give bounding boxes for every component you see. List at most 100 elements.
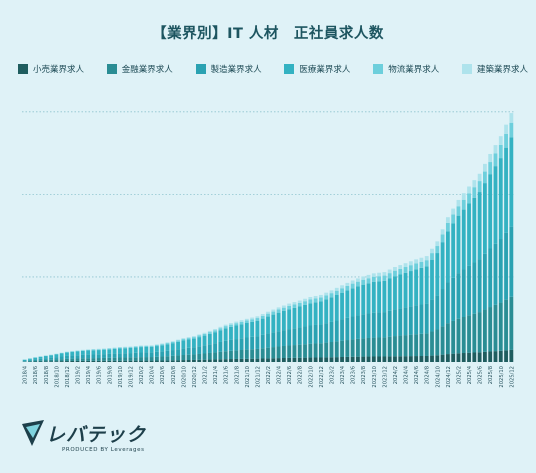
legend-label: 医療業界求人: [299, 65, 351, 75]
logo-wordmark: レバテック: [46, 424, 147, 446]
bar-segment: [308, 325, 313, 344]
x-tick-label: 2018/12: [65, 366, 71, 388]
bar-segment: [456, 318, 461, 354]
bar-segment: [440, 242, 445, 290]
bar-segment: [287, 329, 292, 346]
bar-segment: [424, 260, 429, 267]
bar-segment: [456, 353, 461, 362]
bar-segment: [117, 360, 122, 362]
bar-segment: [366, 278, 371, 284]
bar-segment: [218, 341, 223, 352]
bar-segment: [356, 356, 360, 362]
bar-segment: [477, 181, 482, 193]
bar-segment: [488, 162, 493, 175]
bar-segment: [345, 356, 350, 362]
bar-segment: [75, 355, 80, 359]
bar-segment: [155, 345, 159, 347]
bar-segment: [43, 361, 48, 362]
x-tick-label: 2019/2: [76, 366, 82, 384]
x-tick-label: 2019/4: [86, 365, 92, 384]
bar-segment: [250, 336, 255, 350]
bar-segment: [340, 357, 344, 362]
bar-segment: [456, 215, 461, 274]
bar-segment: [276, 312, 281, 332]
bar-segment: [43, 356, 48, 359]
bar-segment: [292, 304, 297, 308]
bar-segment: [192, 337, 196, 339]
bar-segment: [144, 346, 149, 353]
bar-segment: [366, 283, 371, 314]
bar-segment: [483, 309, 487, 352]
bar-segment: [218, 330, 223, 342]
bar-segment: [244, 318, 249, 321]
bar-segment: [255, 316, 260, 319]
bar-segment: [477, 259, 482, 313]
bar-segment: [303, 344, 307, 358]
bar-segment: [324, 342, 329, 358]
bar-segment: [509, 122, 514, 138]
x-tick-label: 2025/2: [456, 366, 462, 384]
bar-segment: [112, 347, 117, 349]
bar-segment: [96, 348, 101, 350]
bar-segment: [49, 361, 53, 362]
bar-segment: [223, 324, 228, 327]
x-tick-label: 2025/12: [509, 366, 515, 388]
bar-segment: [451, 353, 456, 362]
bar-segment: [419, 333, 424, 357]
x-tick-label: 2021/8: [234, 366, 240, 384]
bar-segment: [504, 232, 508, 300]
bar-segment: [176, 349, 180, 356]
bar-segment: [260, 358, 265, 362]
bar-segment: [117, 347, 122, 349]
bar-segment: [271, 309, 276, 312]
bar-segment: [117, 347, 122, 348]
bar-segment: [266, 311, 270, 314]
bar-segment: [155, 346, 159, 352]
bar-segment: [149, 346, 154, 353]
bar-segment: [218, 351, 223, 360]
bar-segment: [382, 337, 387, 357]
bar-segment: [467, 193, 471, 204]
bar-segment: [43, 359, 48, 362]
bar-segment: [86, 354, 91, 359]
bar-segment: [239, 321, 244, 325]
logo-subtitle: PRODUCED BY Leverages: [62, 447, 145, 453]
bar-segment: [377, 312, 381, 338]
bar-segment: [260, 313, 265, 316]
bar-segment: [260, 334, 265, 349]
bar-segment: [356, 278, 360, 282]
bar-segment: [181, 360, 186, 362]
bar-segment: [266, 358, 270, 362]
bar-segment: [96, 360, 101, 362]
x-tick-label: 2022/8: [298, 366, 304, 384]
bar-segment: [207, 333, 212, 345]
bar-segment: [96, 350, 101, 355]
bar-segment: [430, 299, 434, 332]
bar-segment: [292, 357, 297, 362]
bar-segment: [308, 303, 313, 326]
bar-segment: [430, 248, 434, 254]
bar-segment: [181, 355, 186, 361]
bar-segment: [382, 272, 387, 276]
x-tick-label: 2018/10: [54, 366, 60, 388]
bar-segment: [445, 231, 450, 283]
bar-segment: [387, 310, 392, 337]
bar-segment: [324, 292, 329, 296]
bar-segment: [250, 358, 255, 362]
bar-segment: [308, 343, 313, 358]
bar-segment: [408, 261, 413, 266]
bar-segment: [176, 360, 180, 362]
bar-segment: [91, 349, 96, 350]
bar-segment: [498, 350, 503, 362]
bar-segment: [65, 361, 69, 362]
bar-segment: [59, 353, 64, 357]
bar-segment: [28, 358, 32, 360]
x-tick-label: 2022/2: [266, 366, 272, 384]
bar-segment: [33, 359, 38, 361]
bar-segment: [287, 303, 292, 306]
bar-segment: [255, 348, 260, 359]
bar-segment: [244, 358, 249, 362]
bar-segment: [197, 334, 202, 336]
bar-segment: [461, 199, 466, 210]
bar-segment: [197, 353, 202, 360]
